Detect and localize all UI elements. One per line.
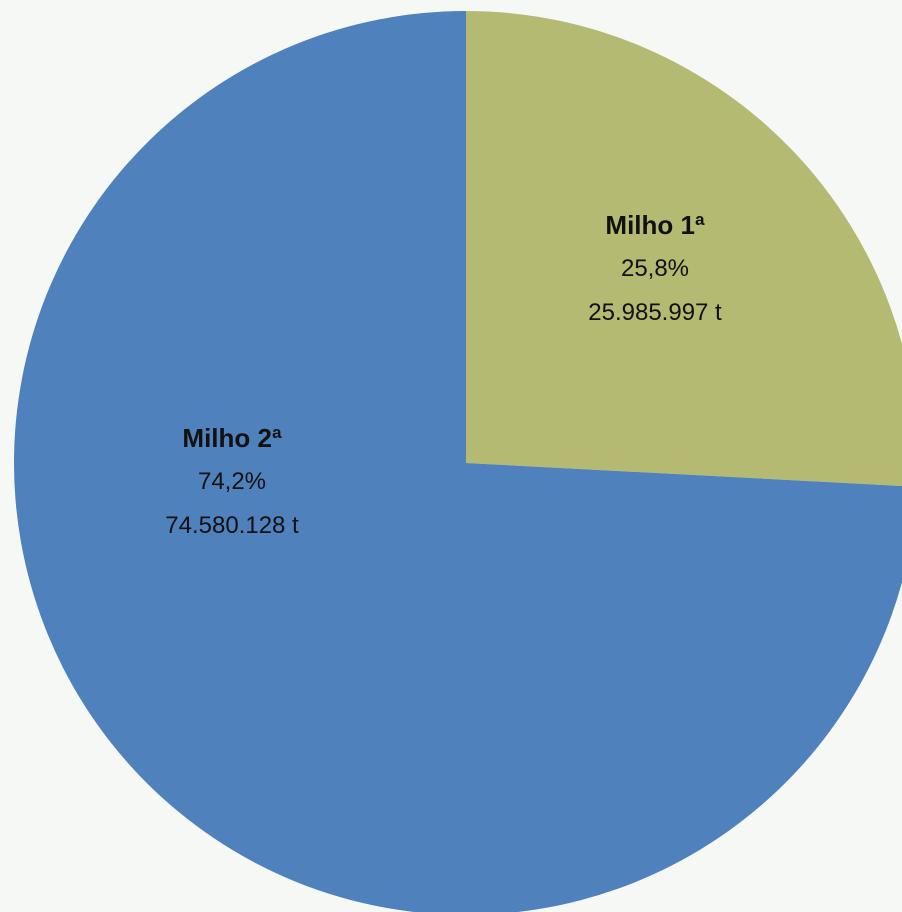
slices-layer bbox=[14, 11, 902, 912]
slice-percent-label: 25,8% bbox=[621, 255, 689, 282]
pie-slice-2 bbox=[14, 11, 902, 912]
labels-layer: Milho 1ª 25,8% 25.985.997 t Milho 2ª 74,2% 74… bbox=[165, 210, 722, 539]
slice-value-label: 74.580.128 t bbox=[165, 512, 299, 539]
slice-label-1: Milho 1ª 25,8% 25.985.997 t bbox=[588, 210, 722, 326]
slice-label-2: Milho 2ª 74,2% 74.580.128 t bbox=[165, 423, 299, 539]
slice-name-label: Milho 1ª bbox=[605, 210, 705, 240]
slice-percent-label: 74,2% bbox=[198, 468, 266, 495]
pie-slice-1 bbox=[466, 11, 902, 487]
slice-name-label: Milho 2ª bbox=[182, 423, 282, 453]
slice-value-label: 25.985.997 t bbox=[588, 299, 722, 326]
